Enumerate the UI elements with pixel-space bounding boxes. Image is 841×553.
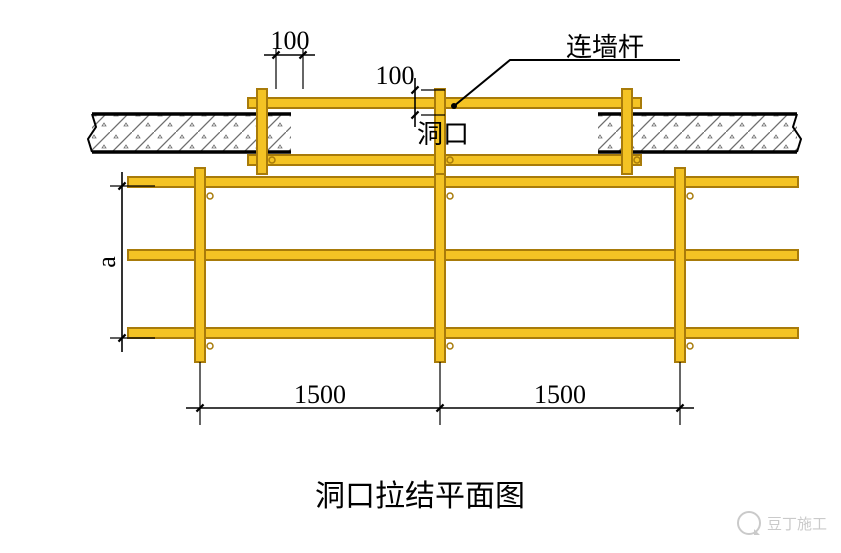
dim-100-v: 100: [376, 61, 415, 90]
figure-title: 洞口拉结平面图: [315, 480, 525, 513]
dim-1500-l: 1500: [294, 380, 346, 409]
tie-rod-label: 连墙杆: [566, 33, 644, 62]
tie-vbar-0: [257, 89, 267, 174]
coupler-dot: [207, 193, 213, 199]
coupler-dot: [447, 343, 453, 349]
scaffold-vbar-0: [195, 168, 205, 362]
scaffold-hbar-2: [128, 328, 798, 338]
watermark-text: 豆丁施工: [767, 513, 827, 534]
coupler-dot: [687, 193, 693, 199]
coupler-dot: [207, 343, 213, 349]
scaffold-vbar-2: [675, 168, 685, 362]
wechat-icon: [737, 511, 761, 535]
dim-100-h: 100: [271, 26, 310, 55]
tie-vbar-2: [622, 89, 632, 174]
scaffold-hbar-1: [128, 250, 798, 260]
dim-a: a: [92, 256, 121, 268]
opening-label: 洞口: [417, 120, 469, 149]
watermark: 豆丁施工: [737, 511, 827, 535]
coupler-dot: [447, 193, 453, 199]
scaffold-hbar-0: [128, 177, 798, 187]
dim-1500-r: 1500: [534, 380, 586, 409]
diagram-canvas: 洞口 连墙杆 100 100 1500 1500 a 洞口拉结平面图: [0, 0, 841, 553]
scaffold-vbar-1: [435, 168, 445, 362]
coupler-dot: [687, 343, 693, 349]
